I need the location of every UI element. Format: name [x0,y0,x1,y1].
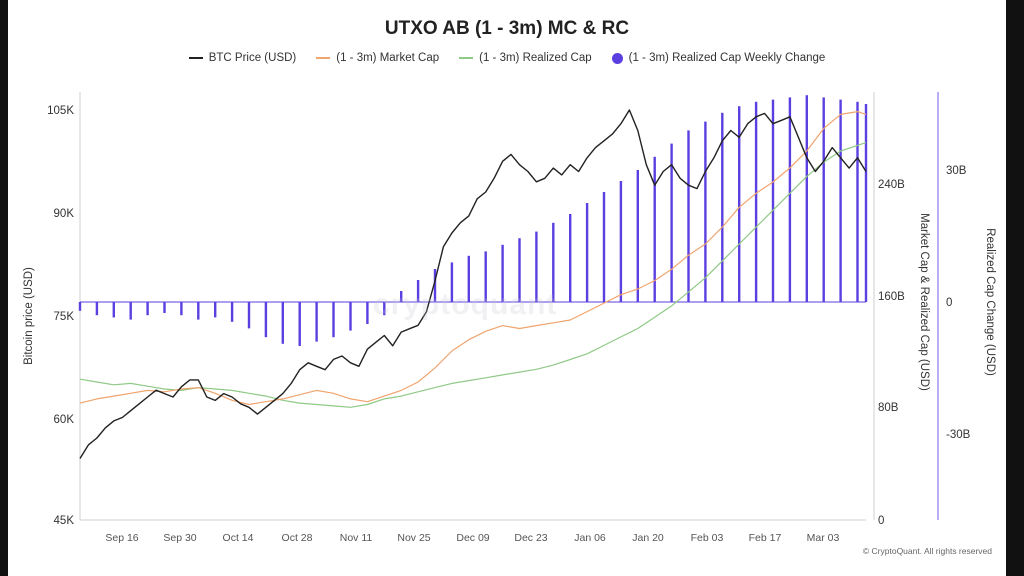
x-axis-tick: Oct 28 [282,532,313,544]
weekly-change-bar [163,302,166,313]
legend-swatch-realized-cap [459,57,474,59]
chart-legend: BTC Price (USD) (1 - 3m) Market Cap (1 -… [8,52,1006,64]
weekly-change-bar [332,302,335,338]
chart-plot: 105K 90K 75K 60K 45K 240B 160B 80B 0 30B 0 -30B Sep … [23,92,996,544]
weekly-change-bar [670,143,673,302]
x-axis-tick: Sep 16 [105,532,138,544]
weekly-change-bar [839,99,842,302]
legend-label-realized-cap: (1 - 3m) Realized Cap [479,52,592,64]
mid-axis-title: Market Cap & Realized Cap (USD) [918,213,930,391]
weekly-change-bar [214,302,217,318]
legend-label-btc-price: BTC Price (USD) [208,52,297,64]
right-axis-tick: -30B [946,429,971,441]
weekly-change-bar [518,238,521,302]
x-axis-tick: Jan 06 [574,532,606,544]
weekly-change-bar [754,101,758,302]
weekly-change-bar [247,302,251,329]
weekly-change-bar [112,302,115,318]
legend-item-realized-cap: (1 - 3m) Realized Cap [459,52,592,64]
legend-item-weekly-change: (1 - 3m) Realized Cap Weekly Change [611,52,826,64]
realized-cap-line [79,142,867,408]
legend-label-weekly-change: (1 - 3m) Realized Cap Weekly Change [628,52,826,64]
weekly-change-bar [636,170,639,302]
weekly-change-bar [146,302,149,316]
left-axis-title: Bitcoin price (USD) [23,267,35,365]
weekly-change-bar [467,255,470,302]
weekly-change-bar [129,302,132,320]
weekly-change-bar [78,302,82,311]
x-axis-tick: Nov 25 [397,532,430,544]
legend-swatch-btc-price [188,57,203,59]
left-axis-tick: 45K [54,515,75,527]
weekly-change-bar [264,302,268,338]
x-axis-tick: Jan 20 [632,532,664,544]
x-axis-tick: Sep 30 [163,532,196,544]
mid-axis-tick: 0 [878,515,884,527]
weekly-change-bar [738,106,741,302]
weekly-change-bar [704,121,707,302]
watermark: cryptoquant [373,288,558,321]
weekly-change-bar [484,251,487,302]
legend-item-btc-price: BTC Price (USD) [188,52,297,64]
weekly-change-bar [383,302,386,316]
weekly-change-bar [687,130,690,302]
x-axis-tick: Dec 09 [456,532,489,544]
weekly-change-bar [349,302,352,331]
weekly-change-bar [864,104,868,302]
chart-credit: © CryptoQuant. All rights reserved [862,546,992,556]
weekly-change-bar [433,269,437,302]
weekly-change-bar [95,302,99,316]
weekly-change-bar [822,97,825,303]
left-axis-tick: 60K [54,414,75,426]
weekly-change-bar [230,302,234,322]
weekly-change-bar [298,302,301,346]
chart-title: UTXO AB (1 - 3m) MC & RC [384,18,630,39]
x-axis-tick: Nov 11 [340,532,373,544]
weekly-change-bar [788,97,792,303]
mid-axis-tick: 80B [878,402,899,414]
weekly-change-bar [366,302,369,324]
weekly-change-bar [281,302,284,344]
weekly-change-bar [535,231,538,302]
mid-axis-tick: 240B [878,179,905,191]
mid-axis-tick: 160B [878,291,905,303]
right-axis-tick: 0 [946,297,952,309]
left-axis-tick: 90K [54,208,75,220]
weekly-change-bar [197,302,200,320]
legend-swatch-market-cap [316,57,331,59]
weekly-change-bar [501,244,504,302]
legend-label-market-cap: (1 - 3m) Market Cap [336,52,440,64]
weekly-change-bar [180,302,183,316]
weekly-change-bar [653,156,656,302]
x-axis-tick: Mar 03 [807,532,840,544]
x-axis-tick: Feb 17 [749,532,782,544]
weekly-change-bar [619,181,623,302]
left-axis-tick: 105K [47,105,74,117]
weekly-change-bar [552,222,555,302]
market-cap-line [79,111,867,406]
weekly-change-bar [602,192,606,302]
weekly-change-bar [721,112,724,302]
left-axis-tick: 75K [54,311,75,323]
x-axis-tick: Dec 23 [514,532,547,544]
x-axis-tick: Oct 14 [223,532,254,544]
weekly-change-bar [400,291,403,302]
right-axis-tick: 30B [946,165,967,177]
weekly-change-bar [805,95,808,302]
weekly-change-bar [569,214,572,302]
weekly-change-bar [450,262,454,302]
weekly-change-bar [416,280,420,302]
legend-item-market-cap: (1 - 3m) Market Cap [316,52,439,64]
right-axis-title: Realized Cap Change (USD) [984,228,996,376]
weekly-change-bar [856,101,859,302]
legend-swatch-weekly-change [611,52,623,64]
weekly-change-bar [585,203,589,302]
chart-card: UTXO AB (1 - 3m) MC & RC BTC Price (USD)… [8,0,1006,576]
weekly-change-bar [315,302,318,342]
btc-price-line [79,109,867,459]
weekly-change-bar [771,99,775,302]
x-axis-tick: Feb 03 [691,532,724,544]
